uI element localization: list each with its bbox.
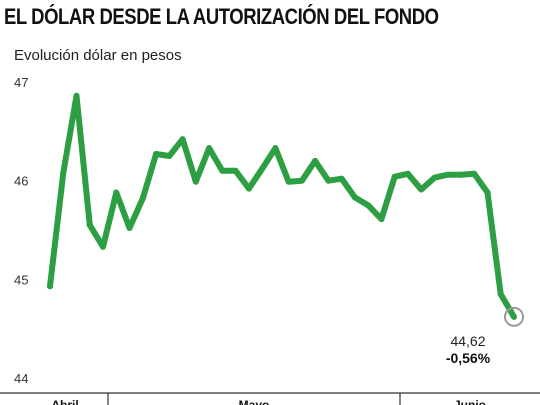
data-point (378, 216, 385, 223)
data-point (139, 195, 146, 202)
data-point (86, 222, 93, 229)
data-point (298, 177, 305, 184)
y-tick-label: 46 (14, 174, 28, 189)
data-point (272, 145, 279, 152)
data-point (100, 243, 107, 250)
data-point (153, 151, 160, 158)
series-line-dolar (47, 92, 517, 320)
data-point (457, 171, 464, 178)
data-point (444, 171, 451, 178)
data-point (511, 313, 517, 320)
data-point (60, 169, 67, 176)
data-point (192, 178, 199, 185)
data-point (245, 185, 252, 192)
data-point (113, 189, 120, 196)
data-point (325, 177, 332, 184)
end-point-marker (504, 306, 524, 327)
data-point (285, 178, 292, 185)
chart-title: EL DÓLAR DESDE LA AUTORIZACIÓN DEL FONDO (4, 4, 439, 29)
data-point (471, 170, 478, 177)
last-change-label: -0,56% (446, 350, 491, 366)
data-point (365, 202, 372, 209)
y-tick-label: 45 (14, 272, 28, 287)
data-point (418, 186, 425, 193)
data-point (206, 145, 213, 152)
data-point (351, 194, 358, 201)
data-point (219, 167, 226, 174)
last-value-label: 44,62 (450, 333, 485, 349)
chart-subtitle: Evolución dólar en pesos (14, 47, 182, 64)
data-point (484, 189, 491, 196)
data-point (73, 92, 80, 99)
x-month-label: Junio (454, 398, 486, 405)
data-point (391, 173, 398, 180)
data-points (47, 92, 517, 320)
data-point (404, 170, 411, 177)
data-point (259, 165, 266, 172)
data-point (166, 153, 173, 159)
x-month-label: Abril (51, 398, 78, 405)
data-point (497, 291, 504, 298)
y-axis-ticks: 47 46 45 44 (14, 75, 28, 386)
y-tick-label: 44 (14, 371, 28, 386)
data-point (179, 136, 186, 143)
data-point (312, 157, 319, 164)
data-point (126, 225, 133, 232)
y-tick-label: 47 (14, 75, 28, 90)
data-point (232, 167, 239, 174)
x-month-label: Mayo (239, 398, 270, 405)
data-point (338, 175, 345, 182)
data-point (431, 174, 438, 181)
data-point (47, 283, 53, 290)
x-axis: Abril Mayo Junio (0, 392, 540, 405)
